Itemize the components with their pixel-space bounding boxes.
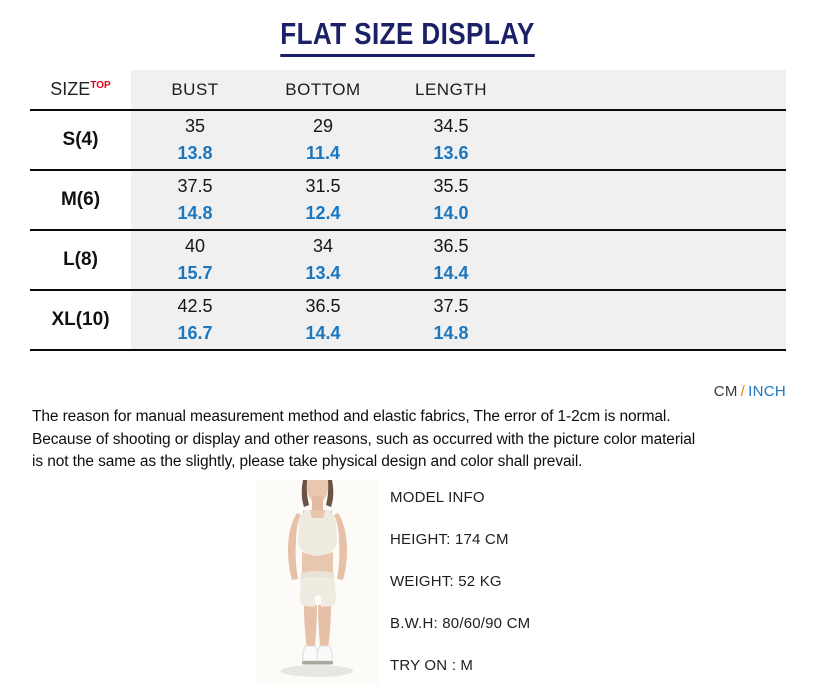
value-cm: 37.5 <box>433 296 469 316</box>
unit-separator: / <box>740 383 746 400</box>
model-info: MODEL INFO HEIGHT: 174 CM WEIGHT: 52 KG … <box>390 490 530 690</box>
cell-m-bust: 37.5 14.8 <box>131 173 259 227</box>
value-inch: 16.7 <box>177 323 213 343</box>
value-cm: 36.5 <box>433 236 469 256</box>
value-inch: 14.8 <box>177 203 213 223</box>
row-values-l: 40 15.7 34 13.4 36.5 14.4 <box>131 231 786 289</box>
model-photo <box>257 480 378 685</box>
size-header-superscript: TOP <box>90 80 111 91</box>
page-title-text: FLAT SIZE DISPLAY <box>280 16 536 57</box>
cell-m-bottom: 31.5 12.4 <box>259 173 387 227</box>
cell-l-bottom: 34 13.4 <box>259 233 387 287</box>
cell-s-length: 34.5 13.6 <box>387 113 515 167</box>
value-cm: 29 <box>312 116 334 136</box>
size-header-label: SIZETOP <box>50 79 111 99</box>
cell-s-bottom: 29 11.4 <box>259 113 387 167</box>
column-header-bust: BUST <box>171 79 219 99</box>
value-inch: 11.4 <box>305 143 341 163</box>
disclaimer-line-1: The reason for manual measurement method… <box>32 408 671 425</box>
model-info-heading: MODEL INFO <box>390 489 485 506</box>
cell-xl-bottom: 36.5 14.4 <box>259 293 387 347</box>
value-inch: 14.0 <box>433 203 469 223</box>
value-inch: 15.7 <box>177 263 213 283</box>
row-values-m: 37.5 14.8 31.5 12.4 35.5 14.0 <box>131 171 786 229</box>
column-header-bottom: BOTTOM <box>285 79 361 99</box>
value-inch: 14.8 <box>433 323 469 343</box>
model-info-height: HEIGHT: 174 CM <box>390 531 509 548</box>
value-cm: 35 <box>184 116 206 136</box>
value-cm: 34.5 <box>433 116 469 136</box>
value-inch: 13.8 <box>177 143 213 163</box>
cell-m-length: 35.5 14.0 <box>387 173 515 227</box>
page-title: FLAT SIZE DISPLAY <box>0 16 816 57</box>
cell-xl-bust: 42.5 16.7 <box>131 293 259 347</box>
size-label-s: S(4) <box>30 111 131 169</box>
value-inch: 13.4 <box>305 263 341 283</box>
cell-xl-length: 37.5 14.8 <box>387 293 515 347</box>
value-inch: 12.4 <box>305 203 341 223</box>
value-cm: 31.5 <box>305 176 341 196</box>
size-label-xl: XL(10) <box>30 291 131 349</box>
unit-legend: CM / INCH <box>714 383 786 400</box>
size-header-cell: SIZETOP <box>30 70 131 109</box>
value-cm: 40 <box>184 236 206 256</box>
value-cm: 42.5 <box>177 296 213 316</box>
model-illustration <box>281 480 353 677</box>
cell-s-bust: 35 13.8 <box>131 113 259 167</box>
cell-l-bust: 40 15.7 <box>131 233 259 287</box>
value-cm: 37.5 <box>177 176 213 196</box>
unit-inch-label: INCH <box>748 383 786 400</box>
unit-cm-label: CM <box>713 383 738 400</box>
table-row-s: S(4) 35 13.8 29 11.4 34.5 13.6 <box>30 111 786 171</box>
table-row-l: L(8) 40 15.7 34 13.4 36.5 14.4 <box>30 231 786 291</box>
row-values-xl: 42.5 16.7 36.5 14.4 37.5 14.8 <box>131 291 786 349</box>
column-header-length: LENGTH <box>415 79 487 99</box>
value-inch: 14.4 <box>305 323 341 343</box>
model-info-weight: WEIGHT: 52 KG <box>390 573 502 590</box>
model-info-bwh: B.W.H: 80/60/90 CM <box>390 615 531 632</box>
value-cm: 34 <box>312 236 334 256</box>
row-values-s: 35 13.8 29 11.4 34.5 13.6 <box>131 111 786 169</box>
table-row-m: M(6) 37.5 14.8 31.5 12.4 35.5 14.0 <box>30 171 786 231</box>
size-label-m: M(6) <box>30 171 131 229</box>
size-table-header-row: SIZETOP BUST BOTTOM LENGTH <box>30 70 786 111</box>
model-info-try-on: TRY ON : M <box>390 657 474 674</box>
value-inch: 14.4 <box>433 263 469 283</box>
disclaimer-line-2: Because of shooting or display and other… <box>32 430 696 448</box>
value-cm: 35.5 <box>433 176 469 196</box>
disclaimer-line-3: is not the same as the slightly, please … <box>32 453 583 470</box>
disclaimer-text: The reason for manual measurement method… <box>32 406 695 474</box>
size-label-l: L(8) <box>30 231 131 289</box>
table-row-xl: XL(10) 42.5 16.7 36.5 14.4 37.5 14.8 <box>30 291 786 351</box>
header-columns: BUST BOTTOM LENGTH <box>131 70 786 109</box>
value-cm: 36.5 <box>305 296 341 316</box>
size-table: SIZETOP BUST BOTTOM LENGTH S(4) 35 13.8 … <box>30 70 786 351</box>
value-inch: 13.6 <box>433 143 469 163</box>
cell-l-length: 36.5 14.4 <box>387 233 515 287</box>
